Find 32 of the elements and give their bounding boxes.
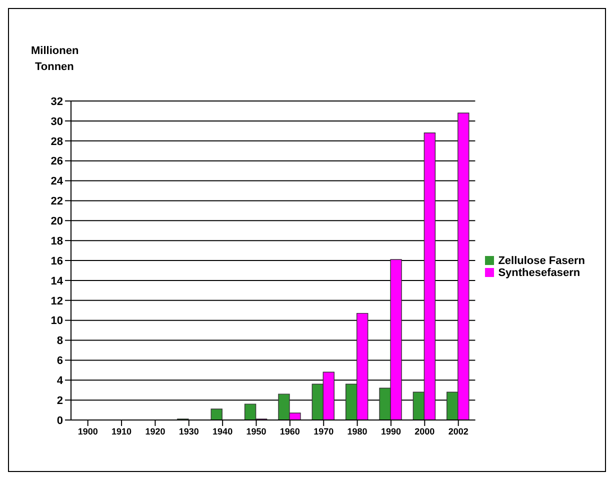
x-tick-label: 1970 [314, 426, 334, 436]
x-tick-label: 1980 [347, 426, 368, 436]
x-tick-label: 2002 [448, 426, 468, 436]
y-tick-label: 12 [50, 295, 63, 308]
y-tick-label: 20 [50, 216, 63, 228]
y-tick-label: 4 [56, 375, 64, 388]
x-tick-label: 2000 [414, 426, 435, 436]
y-tick-label: 2 [56, 394, 63, 407]
y-tick-label: 18 [50, 235, 63, 248]
y-axis-title: Millionen Tonnen [31, 44, 79, 75]
y-tick-label: 30 [50, 116, 63, 128]
y-tick-label: 8 [56, 335, 63, 348]
y-tick-label: 32 [50, 96, 63, 108]
y-tick-label: 26 [50, 156, 63, 168]
y-tick-label: 14 [50, 275, 64, 288]
x-tick-label: 1920 [145, 426, 166, 436]
x-tick-label: 1950 [246, 426, 266, 436]
y-tick-label: 24 [50, 176, 64, 188]
x-tick-label: 1910 [112, 426, 132, 436]
x-tick-label: 1930 [178, 426, 199, 436]
y-tick-label: 6 [56, 355, 63, 368]
y-tick-label: 28 [50, 136, 63, 148]
legend-label: Synthesefasern [498, 266, 580, 278]
y-tick-label: 22 [50, 196, 63, 208]
x-tick-label: 1990 [380, 426, 401, 436]
y-tick-label: 16 [50, 255, 63, 268]
y-tick-label: 10 [50, 315, 63, 328]
x-tick-label: 1900 [78, 426, 98, 436]
x-tick-label: 1960 [280, 426, 300, 436]
x-tick-label: 1940 [212, 426, 233, 436]
y-tick-label: 0 [56, 414, 63, 427]
legend-label: Zellulose Fasern [498, 254, 585, 266]
